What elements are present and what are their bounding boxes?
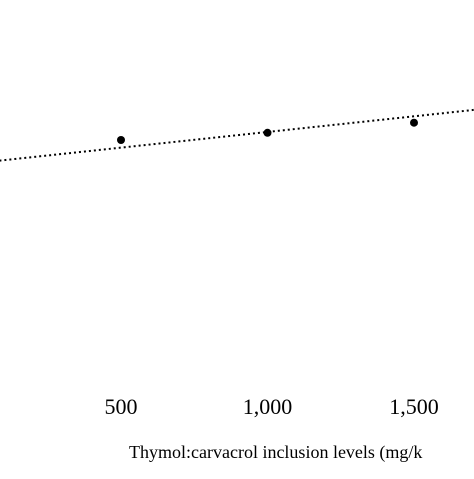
data-point [263, 128, 272, 137]
x-tick-labels: 500 1,000 1,500 [105, 394, 439, 419]
trendline [0, 108, 474, 162]
data-points-layer [117, 118, 418, 144]
data-point [410, 118, 418, 127]
data-point [117, 136, 125, 144]
x-tick-label: 1,000 [243, 394, 293, 419]
x-tick-label: 1,500 [389, 394, 439, 419]
x-axis-title: Thymol:carvacrol inclusion levels (mg/k [129, 442, 422, 463]
x-tick-label: 500 [105, 394, 138, 419]
trendline-layer [0, 108, 474, 162]
